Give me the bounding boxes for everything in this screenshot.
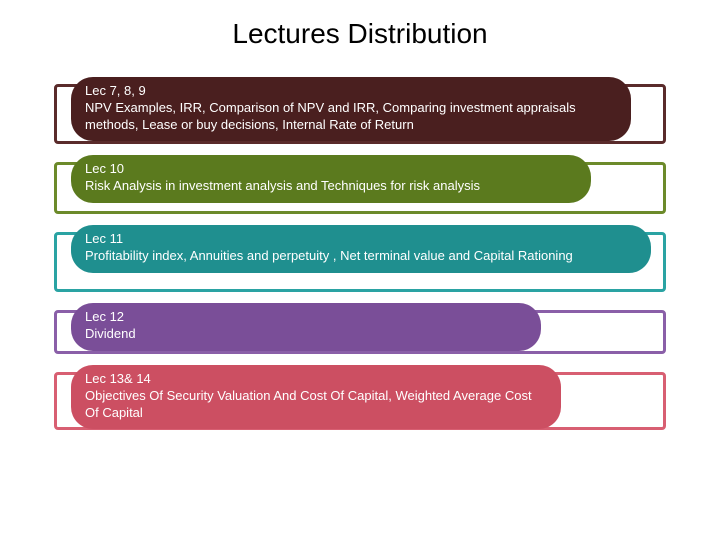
block-pill: Lec 12 Dividend	[71, 303, 541, 351]
lecture-block: Lec 11 Profitability index, Annuities an…	[54, 232, 666, 292]
lecture-number: Lec 10	[85, 161, 577, 177]
lecture-description: Profitability index, Annuities and perpe…	[85, 248, 637, 264]
block-outer: Lec 13& 14 Objectives Of Security Valuat…	[54, 372, 666, 430]
block-outer: Lec 12 Dividend	[54, 310, 666, 354]
blocks-container: Lec 7, 8, 9 NPV Examples, IRR, Compariso…	[54, 84, 666, 448]
lecture-block: Lec 13& 14 Objectives Of Security Valuat…	[54, 372, 666, 430]
block-pill: Lec 10 Risk Analysis in investment analy…	[71, 155, 591, 203]
lecture-description: NPV Examples, IRR, Comparison of NPV and…	[85, 100, 617, 133]
lecture-block: Lec 12 Dividend	[54, 310, 666, 354]
page: Lectures Distribution Lec 7, 8, 9 NPV Ex…	[0, 0, 720, 540]
lecture-number: Lec 12	[85, 309, 527, 325]
lecture-number: Lec 7, 8, 9	[85, 83, 617, 99]
lecture-description: Objectives Of Security Valuation And Cos…	[85, 388, 547, 421]
block-outer: Lec 7, 8, 9 NPV Examples, IRR, Compariso…	[54, 84, 666, 144]
block-pill: Lec 11 Profitability index, Annuities an…	[71, 225, 651, 273]
page-title: Lectures Distribution	[0, 0, 720, 50]
lecture-block: Lec 7, 8, 9 NPV Examples, IRR, Compariso…	[54, 84, 666, 144]
block-pill: Lec 7, 8, 9 NPV Examples, IRR, Compariso…	[71, 77, 631, 141]
block-outer: Lec 10 Risk Analysis in investment analy…	[54, 162, 666, 214]
lecture-number: Lec 11	[85, 231, 637, 247]
lecture-block: Lec 10 Risk Analysis in investment analy…	[54, 162, 666, 214]
lecture-number: Lec 13& 14	[85, 371, 547, 387]
block-outer: Lec 11 Profitability index, Annuities an…	[54, 232, 666, 292]
block-pill: Lec 13& 14 Objectives Of Security Valuat…	[71, 365, 561, 429]
lecture-description: Dividend	[85, 326, 527, 342]
lecture-description: Risk Analysis in investment analysis and…	[85, 178, 577, 194]
